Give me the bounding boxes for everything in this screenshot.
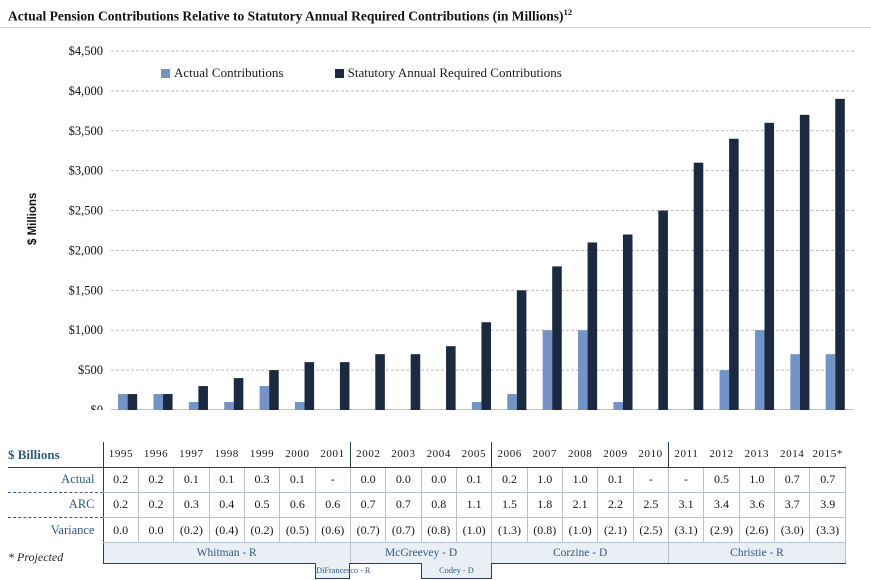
svg-text:$0: $0 [91, 403, 104, 410]
svg-text:$3,000: $3,000 [69, 164, 103, 178]
svg-text:$1,500: $1,500 [69, 283, 103, 297]
svg-text:$500: $500 [78, 363, 103, 377]
svg-text:$2,000: $2,000 [69, 243, 103, 257]
svg-text:$3,500: $3,500 [69, 124, 103, 138]
svg-text:$4,500: $4,500 [69, 45, 103, 58]
svg-text:$1,000: $1,000 [69, 323, 103, 337]
svg-text:$4,000: $4,000 [69, 84, 103, 98]
svg-text:$2,500: $2,500 [69, 204, 103, 218]
